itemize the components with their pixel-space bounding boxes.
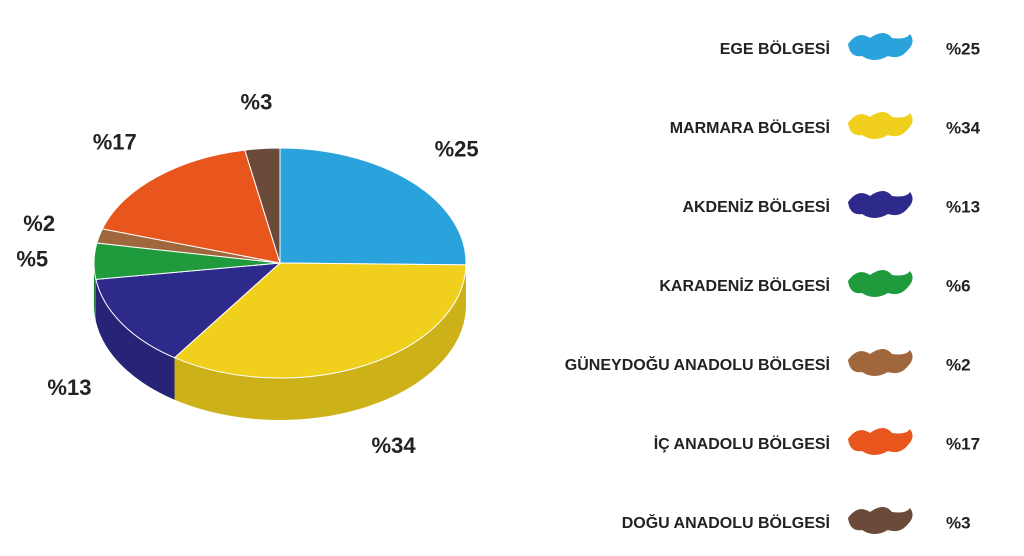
legend-label: MARMARA BÖLGESİ	[670, 118, 830, 137]
legend-label: AKDENİZ BÖLGESİ	[682, 197, 830, 216]
legend-label: EGE BÖLGESİ	[720, 39, 830, 58]
legend-swatch	[848, 112, 913, 139]
legend-swatch	[848, 507, 913, 534]
slice-label: %17	[93, 130, 137, 155]
legend-label: GÜNEYDOĞU ANADOLU BÖLGESİ	[565, 355, 830, 374]
legend-swatch	[848, 33, 913, 60]
legend-value: %2	[946, 355, 971, 374]
slice-label: %2	[23, 211, 55, 236]
legend-value: %6	[946, 276, 971, 295]
legend-value: %25	[946, 39, 980, 58]
legend-swatch	[848, 349, 913, 376]
slice	[101, 149, 281, 264]
legend-value: %34	[946, 118, 981, 137]
legend-swatch	[848, 191, 913, 218]
legend-value: %17	[946, 434, 980, 453]
legend-value: %13	[946, 197, 980, 216]
legend-swatch	[848, 428, 913, 455]
slice	[244, 147, 281, 264]
legend-value: %3	[946, 513, 971, 532]
slice	[173, 262, 467, 379]
slice-side	[174, 264, 466, 421]
legend-label: DOĞU ANADOLU BÖLGESİ	[622, 513, 830, 532]
slice-label: %3	[241, 90, 273, 115]
slice-label: %13	[47, 375, 91, 400]
legend-label: KARADENİZ BÖLGESİ	[659, 276, 830, 295]
slice	[95, 262, 282, 359]
slice	[279, 147, 467, 266]
slice-label: %5	[16, 246, 48, 271]
legend-swatch	[848, 270, 913, 297]
slice-side	[95, 279, 175, 400]
legend-label: İÇ ANADOLU BÖLGESİ	[654, 434, 830, 453]
slice-label: %34	[372, 433, 417, 458]
slice-label: %25	[435, 137, 479, 162]
